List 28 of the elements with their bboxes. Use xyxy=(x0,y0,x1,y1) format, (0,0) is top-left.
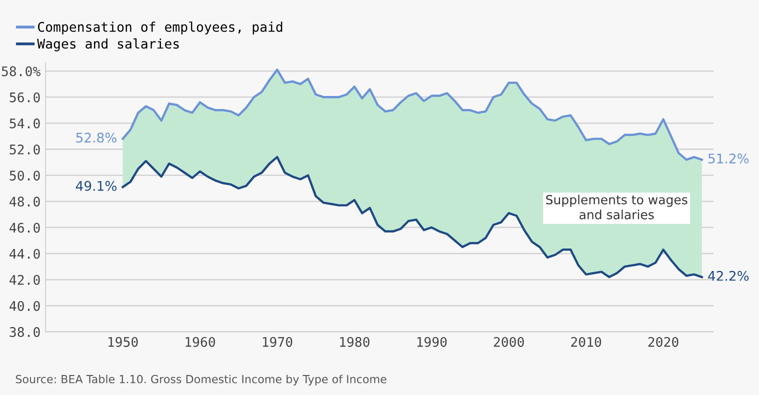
x-tick-label: 1990 xyxy=(417,336,447,347)
x-tick-label: 1950 xyxy=(108,336,138,347)
y-tick-label: 42.0 xyxy=(10,274,40,285)
y-tick-label: 58.0% xyxy=(2,66,40,76)
x-tick-label: 2020 xyxy=(648,336,678,347)
x-tick-label: 1970 xyxy=(262,336,292,347)
x-tick-label: 2010 xyxy=(571,336,602,347)
legend-label: Wages and salaries xyxy=(37,38,179,52)
x-tick-label: 1960 xyxy=(186,336,216,347)
y-tick-label: 50.0 xyxy=(10,170,40,181)
legend-label: Compensation of employees, paid xyxy=(38,22,282,34)
data-label: 52.8% xyxy=(76,132,116,143)
data-label: 49.1% xyxy=(76,180,116,191)
y-tick-label: 54.0 xyxy=(10,118,40,128)
x-tick-label: 2000 xyxy=(494,336,524,347)
y-tick-label: 56.0 xyxy=(10,92,40,102)
y-tick-label: 40.0 xyxy=(10,300,40,311)
line-series xyxy=(122,156,703,278)
y-tick-label: 52.0 xyxy=(10,144,40,154)
data-label: 42.2% xyxy=(708,270,749,281)
annotation: Supplements to wages and salaries xyxy=(546,194,688,220)
y-tick-label: 44.0 xyxy=(10,248,40,259)
source-note: Source: BEA Table 1.10. Gross Domestic Income by Type of Income xyxy=(16,374,386,386)
x-tick-label: 1980 xyxy=(340,336,370,347)
data-label: 51.2% xyxy=(708,154,749,164)
y-tick-label: 48.0 xyxy=(10,196,40,207)
y-tick-label: 38.0 xyxy=(10,327,40,338)
y-tick-label: 46.0 xyxy=(10,222,40,233)
